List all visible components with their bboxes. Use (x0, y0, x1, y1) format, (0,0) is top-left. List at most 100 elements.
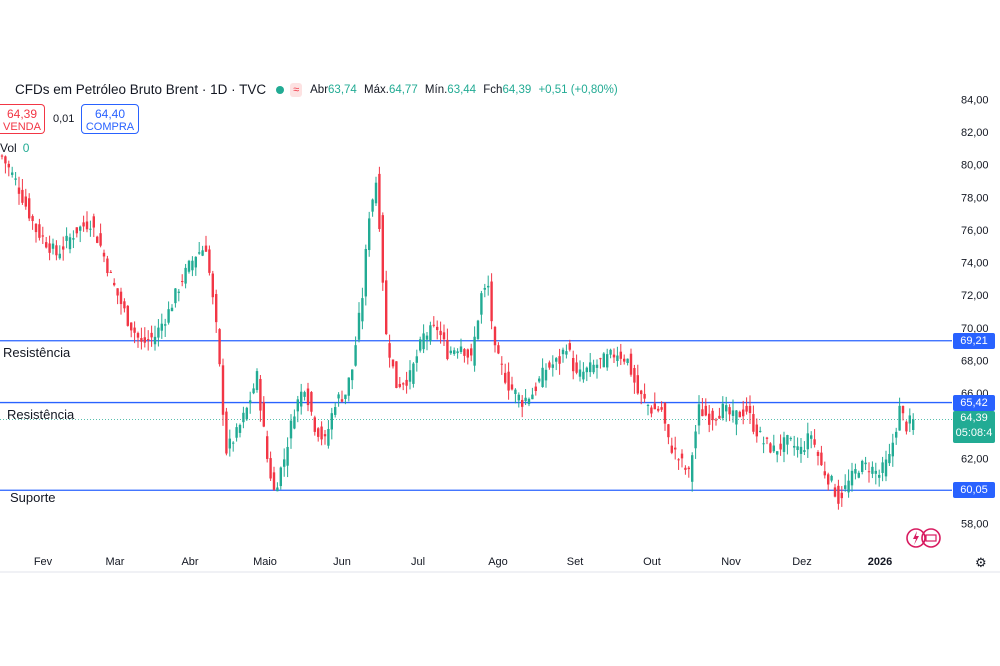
candle-body (82, 222, 85, 227)
candle-body (854, 469, 857, 474)
level-tag-resistance-2: 65,42 (953, 394, 995, 411)
candle-body (507, 371, 510, 391)
candle-body (412, 363, 415, 384)
candle-body (109, 271, 112, 273)
candle-body (184, 267, 187, 284)
x-tick-label: Set (567, 556, 584, 568)
candle-body (235, 427, 238, 438)
candle-body (395, 361, 398, 388)
candle-body (497, 345, 500, 354)
candle-body (473, 336, 476, 366)
candle-body (755, 424, 758, 437)
candle-body (116, 288, 119, 296)
candle-body (167, 309, 170, 323)
candle-body (130, 322, 133, 331)
level-label-support: Suporte (10, 490, 56, 505)
candle-body (816, 451, 820, 456)
candle-body (330, 413, 333, 430)
open-key: Abr (310, 83, 329, 96)
y-tick-label: 72,00 (961, 290, 989, 302)
candle-body (640, 390, 643, 395)
settings-gear-icon[interactable]: ⚙ (975, 555, 987, 570)
candle-body (425, 335, 429, 340)
candle-body (422, 333, 425, 350)
candle-body (531, 394, 534, 400)
sell-button[interactable]: 64,39 VENDA (0, 104, 45, 134)
candle-body (286, 446, 289, 466)
buy-button[interactable]: 64,40 COMPRA (81, 104, 139, 134)
y-tick-label: 68,00 (961, 355, 989, 367)
candle-body (470, 348, 473, 356)
candle-body (181, 281, 184, 283)
candle-body (697, 404, 701, 426)
candle-body (680, 453, 684, 459)
candle-body (340, 399, 344, 402)
candle-body (813, 439, 816, 445)
candle-body (521, 399, 524, 407)
wave-icon[interactable]: ≈ (290, 82, 303, 97)
candle-body (912, 419, 915, 430)
candle-body (439, 330, 442, 336)
level-lines (0, 340, 952, 491)
candle-body (796, 446, 799, 451)
candle-body (701, 409, 704, 417)
candle-body (405, 379, 408, 386)
candle-body (765, 437, 769, 439)
candle-body (218, 329, 221, 365)
level-label-resistance-2: Resistência (7, 407, 75, 422)
candle-body (602, 353, 605, 368)
candle-body (7, 163, 10, 168)
x-tick-label: Mar (106, 556, 125, 568)
candle-body (463, 349, 466, 356)
candle-body (221, 365, 225, 415)
symbol-title[interactable]: CFDs em Petróleo Bruto Brent · 1D · TVC (15, 82, 267, 97)
candle-body (612, 354, 616, 358)
candle-body (157, 327, 160, 338)
candle-body (245, 407, 248, 420)
candle-body (487, 285, 490, 288)
candle-body (565, 351, 568, 355)
low-value: 63,44 (447, 83, 477, 96)
candle-body (623, 358, 626, 362)
candle-body (592, 364, 595, 373)
candle-body (541, 367, 544, 387)
candle-body (194, 256, 197, 268)
candle-body (259, 378, 262, 411)
candle-body (786, 435, 789, 445)
candle-body (170, 307, 174, 312)
candle-body (361, 298, 364, 322)
candle-body (772, 445, 775, 452)
candle-body (368, 218, 371, 251)
candle-body (65, 235, 68, 241)
candle-body (599, 358, 602, 360)
candle-body (510, 384, 514, 390)
x-tick-label: Out (643, 556, 661, 568)
volume-legend[interactable]: Vol 0 (0, 141, 29, 155)
candle-body (636, 375, 639, 394)
candle-body (500, 363, 503, 365)
candle-body (548, 362, 551, 368)
candle-body (204, 245, 208, 252)
candle-body (840, 492, 843, 499)
x-tick-label: 2026 (868, 556, 892, 568)
candle-body (99, 233, 102, 246)
brand-logo-icon[interactable] (906, 526, 942, 550)
candle-body (476, 320, 480, 339)
candle-body (255, 371, 259, 390)
candle-body (136, 333, 140, 338)
y-tick-label: 78,00 (961, 192, 989, 204)
candle-body (504, 372, 507, 383)
candle-body (544, 369, 548, 381)
candle-body (48, 243, 51, 253)
candle-body (616, 355, 619, 362)
candle-body (779, 443, 782, 450)
x-tick-label: Nov (721, 556, 741, 568)
candle-body (663, 402, 667, 424)
candle-body (582, 371, 585, 380)
candle-body (677, 459, 680, 461)
candle-body (810, 435, 813, 439)
open-value: 63,74 (328, 83, 357, 96)
candle-body (242, 412, 245, 423)
